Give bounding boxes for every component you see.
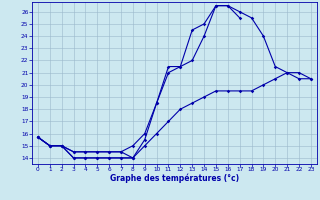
X-axis label: Graphe des températures (°c): Graphe des températures (°c) [110,174,239,183]
